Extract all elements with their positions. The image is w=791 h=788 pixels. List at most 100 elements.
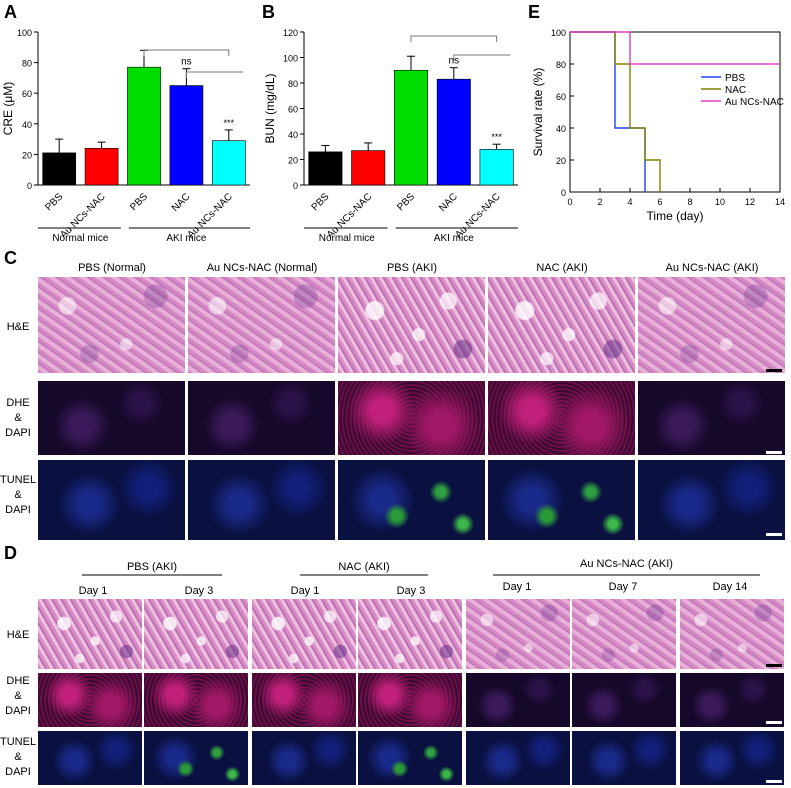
legend-label: NAC [725, 85, 746, 96]
c-col-label-5: Au NCs-NAC (AKI) [665, 262, 759, 274]
c-row-tunel-l2: & [14, 489, 22, 501]
y-tick-label: 60 [556, 92, 566, 102]
tissue-image [38, 460, 185, 540]
tissue-image [466, 599, 570, 669]
group-label-aki: AKI mice [166, 233, 206, 244]
x-tick-label: PBS [43, 191, 65, 213]
tissue-image [38, 381, 185, 455]
x-tick-label: 6 [657, 197, 662, 207]
x-axis-label: Time (day) [647, 209, 704, 223]
x-tick-label: PBS [128, 191, 150, 213]
y-tick-label: 60 [22, 89, 32, 99]
c-col-label-2: Au NCs-NAC (Normal) [206, 262, 318, 274]
d-day-label-1: Day 1 [78, 585, 108, 597]
y-tick-label: 100 [283, 54, 298, 64]
bar [436, 78, 471, 186]
y-tick-label: 40 [556, 124, 566, 134]
panel-letter-e: E [528, 2, 541, 22]
annotation-ns: ns [449, 56, 460, 67]
survival-line [570, 31, 780, 65]
tissue-image [638, 277, 785, 373]
plot-frame [569, 31, 781, 193]
y-tick-label: 0 [27, 181, 32, 191]
tissue-image [144, 599, 248, 669]
tissue-image [144, 731, 248, 785]
bar [84, 147, 119, 186]
y-tick-label: 20 [556, 156, 566, 166]
tissue-image [572, 731, 676, 785]
bar [394, 69, 428, 186]
group-label-aki: AKI mice [434, 233, 474, 244]
annotation-stars: *** [491, 132, 502, 142]
significance-bracket [410, 35, 498, 42]
tissue-image [338, 381, 485, 455]
y-axis-label: CRE (μM) [1, 82, 15, 136]
x-tick-label: PBS [310, 191, 332, 213]
tissue-image [252, 731, 356, 785]
tissue-image [638, 381, 785, 455]
tissue-image [252, 599, 356, 669]
y-tick-label: 0 [561, 188, 566, 198]
y-tick-label: 20 [288, 156, 298, 166]
tissue-image [358, 599, 462, 669]
d-row-label-dhe: DHE & DAPI [0, 674, 36, 719]
annotation-ns: ns [181, 57, 192, 68]
group-label-normal: Normal mice [319, 233, 376, 244]
tissue-image [188, 381, 335, 455]
bar [351, 150, 386, 186]
panel-d-header-lines [82, 574, 760, 576]
c-row-dhe-l2: & [14, 412, 22, 424]
d-row-dhe-l1: DHE [6, 675, 30, 687]
x-tick-label: 12 [745, 197, 755, 207]
d-day-label-7: Day 14 [712, 581, 748, 593]
x-tick-label: 8 [687, 197, 692, 207]
x-tick-label: 14 [775, 197, 785, 207]
y-tick-label: 120 [283, 28, 298, 38]
c-row-dhe-l1: DHE [6, 397, 30, 409]
scale-bar [766, 369, 782, 372]
c-row-label-dhe: DHE & DAPI [0, 396, 36, 441]
y-tick-label: 60 [288, 105, 298, 115]
tissue-image [358, 731, 462, 785]
c-row-he-l1: H&E [6, 321, 30, 333]
tissue-image [188, 460, 335, 540]
tissue-image [188, 277, 335, 373]
tissue-image [466, 731, 570, 785]
y-axis-label: BUN (mg/dL) [263, 73, 277, 143]
legend-label: PBS [725, 73, 745, 84]
x-tick-label: NAC [437, 191, 460, 214]
x-tick-label: 0 [567, 197, 572, 207]
scale-bar [766, 533, 782, 536]
y-axis-label: Survival rate (%) [531, 68, 545, 157]
d-day-label-6: Day 7 [608, 581, 638, 593]
tissue-image [38, 673, 142, 727]
tissue-image [638, 460, 785, 540]
tissue-image [572, 673, 676, 727]
d-day-label-2: Day 3 [184, 585, 214, 597]
d-row-tunel-l2: & [14, 751, 22, 763]
survival-line [570, 31, 646, 192]
bar [308, 151, 343, 186]
y-tick-label: 100 [17, 28, 32, 38]
d-row-label-he: H&E [0, 628, 36, 643]
bar [479, 149, 514, 186]
tissue-image [338, 460, 485, 540]
tissue-image [680, 673, 784, 727]
x-tick-label: 2 [597, 197, 602, 207]
annotation-stars: *** [224, 118, 235, 128]
survival-line [570, 31, 661, 192]
significance-bracket [143, 49, 230, 56]
significance-bracket-2 [453, 54, 511, 61]
tissue-image [144, 673, 248, 727]
d-group-label-nac: NAC (AKI) [338, 561, 390, 573]
bar [211, 140, 246, 186]
c-col-label-1: PBS (Normal) [78, 262, 146, 274]
d-group-label-pbs: PBS (AKI) [126, 561, 178, 573]
d-row-tunel-l1: TUNEL [0, 736, 37, 748]
tissue-image [38, 599, 142, 669]
tissue-image [488, 460, 635, 540]
bar [42, 152, 77, 186]
tissue-image [38, 731, 142, 785]
scale-bar [766, 664, 782, 667]
